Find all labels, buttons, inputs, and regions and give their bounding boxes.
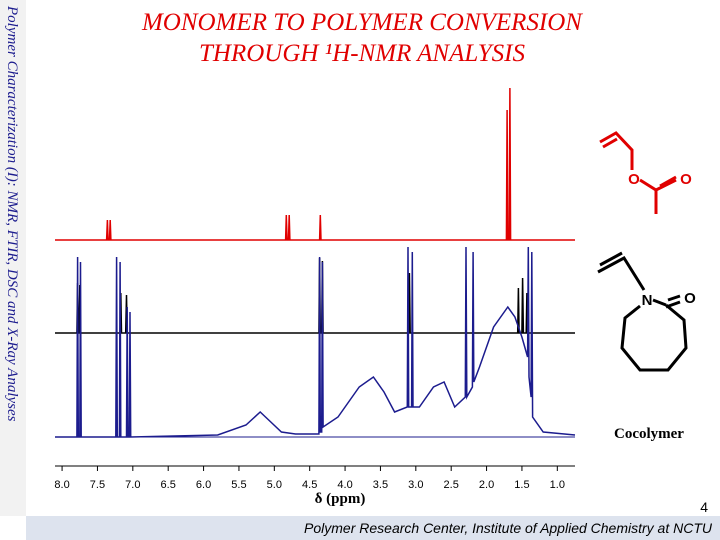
- x-tick-label: 3.5: [373, 479, 388, 491]
- title-line: THROUGH ¹H-NMR ANALYSIS: [199, 40, 525, 67]
- footer-text: Polymer Research Center, Institute of Ap…: [304, 520, 713, 536]
- atom-label: O: [680, 171, 692, 188]
- x-tick-label: 5.0: [267, 479, 282, 491]
- x-tick-label: 1.5: [514, 479, 529, 491]
- spectrum: [55, 246, 576, 438]
- x-tick-label: 5.5: [231, 479, 246, 491]
- x-tick-label: 4.0: [337, 479, 352, 491]
- monomer-structure: [597, 251, 688, 372]
- footer-strip: [26, 516, 720, 540]
- sidebar-text: Polymer Characterization (I): NMR, FTIR,…: [4, 5, 20, 422]
- x-tick-label: 8.0: [54, 479, 69, 491]
- annotation: Cocolymer: [614, 426, 684, 442]
- x-tick-label: 7.5: [90, 479, 105, 491]
- x-tick-label: 6.5: [161, 479, 176, 491]
- monomer-structure: [599, 131, 677, 214]
- x-tick-label: 7.0: [125, 479, 140, 491]
- x-tick-label: 6.0: [196, 479, 211, 491]
- atom-label: O: [628, 171, 640, 188]
- atom-label: N: [642, 292, 653, 309]
- x-tick-label: 2.5: [444, 479, 459, 491]
- atom-label: O: [684, 290, 696, 307]
- plot: 8.0 7.5 7.0 6.5 6.0 5.5 5.0 4.5 4.0 3.5 3.0 2.5 2.0 1…: [54, 87, 576, 491]
- x-tick-label: 3.0: [408, 479, 423, 491]
- title-line: MONOMER TO POLYMER CONVERSION: [141, 9, 583, 36]
- page-number: 4: [700, 499, 708, 515]
- x-tick-label: 4.5: [302, 479, 317, 491]
- x-axis-label: δ (ppm): [315, 491, 366, 507]
- sidebar-strip: [0, 0, 26, 516]
- x-tick-label: 2.0: [479, 479, 494, 491]
- spectrum: [55, 87, 575, 241]
- x-tick-label: 1.0: [550, 479, 565, 491]
